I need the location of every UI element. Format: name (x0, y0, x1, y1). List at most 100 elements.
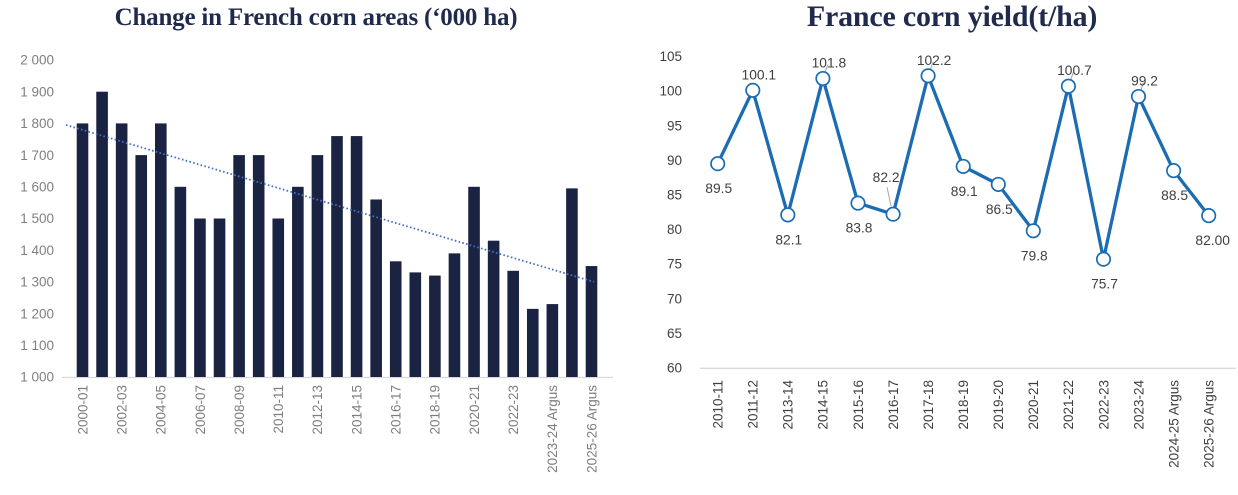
y-tick-label: 105 (659, 49, 682, 64)
data-label: 82.1 (775, 232, 802, 247)
y-tick-label: 1 400 (20, 243, 54, 258)
bar (174, 186, 187, 377)
y-tick-label: 1 700 (20, 148, 54, 163)
bar (76, 123, 89, 378)
bar (155, 123, 167, 378)
x-tick-label: 2024-25 Argus (1166, 380, 1181, 468)
y-tick-label: 95 (667, 118, 682, 133)
x-tick-label: 2018-19 (956, 380, 971, 430)
bar (272, 218, 285, 377)
x-tick-label: 2025-26 Argus (1202, 380, 1217, 468)
data-label: 99.2 (1131, 74, 1158, 89)
x-tick-label: 2017-18 (921, 380, 936, 430)
x-tick-label: 2010-11 (271, 385, 286, 434)
bar (194, 218, 206, 377)
data-point-marker (745, 82, 761, 98)
x-tick-label: 2015-16 (851, 380, 866, 430)
bar (507, 270, 519, 377)
data-label: 82.2 (873, 170, 900, 185)
x-tick-label: 2014-15 (349, 385, 364, 435)
data-point-marker (815, 70, 831, 87)
data-point-marker (1130, 88, 1147, 105)
data-point-marker (955, 158, 971, 174)
bar (429, 275, 441, 377)
data-point-marker (850, 195, 866, 211)
y-tick-label: 80 (667, 222, 682, 237)
x-tick-label: 2019-20 (991, 380, 1006, 430)
y-tick-label: 1 500 (20, 211, 54, 226)
y-tick-label: 1 200 (20, 306, 54, 321)
data-label: 82.00 (1195, 233, 1230, 248)
bar (350, 136, 363, 377)
x-tick-label: 2018-19 (428, 385, 443, 435)
bar (389, 261, 402, 377)
y-tick-label: 85 (667, 188, 682, 203)
bar (526, 308, 539, 377)
y-tick-label: 1 300 (20, 275, 54, 290)
x-tick-label: 2004-05 (154, 385, 169, 435)
x-tick-label: 2002-03 (115, 385, 130, 435)
data-point-marker (990, 176, 1006, 192)
x-tick-label: 2021-22 (1061, 380, 1076, 430)
corn-areas-bar-chart: 2 000 1 900 1 800 1 700 1 600 1 500 1 400 1 300… (20, 53, 613, 473)
yield-chart-title: France corn yield(t/ha) (806, 0, 1098, 33)
data-point-marker (1060, 78, 1076, 94)
y-tick-label: 1 600 (20, 180, 54, 195)
bar (409, 272, 422, 377)
bar (252, 155, 265, 377)
bar (115, 123, 128, 378)
y-tick-label: 90 (667, 153, 682, 168)
label-leader-line (886, 187, 892, 207)
x-tick-label: 2000-01 (75, 385, 90, 435)
x-tick-label: 2008-09 (232, 385, 247, 435)
data-point-marker (920, 68, 936, 84)
data-point-marker (1025, 223, 1041, 239)
data-label: 86.5 (986, 202, 1013, 217)
data-label: 79.8 (1021, 248, 1048, 263)
bar (585, 266, 598, 377)
data-label: 75.7 (1091, 277, 1118, 292)
data-label: 89.1 (951, 184, 978, 199)
y-tick-label: 1 000 (20, 370, 54, 385)
x-tick-label: 2011-12 (746, 380, 761, 429)
x-tick-label: 2023-24 Argus (545, 385, 560, 473)
x-tick-label: 2014-15 (816, 380, 831, 430)
data-point-marker (885, 206, 901, 222)
bar (213, 218, 226, 377)
x-tick-label: 2025-26 Argus (584, 385, 599, 473)
x-tick-label: 2020-21 (467, 385, 482, 435)
x-tick-label: 2016-17 (886, 380, 901, 430)
bar (331, 136, 343, 377)
y-tick-label: 1 800 (20, 116, 54, 131)
corn-yield-line-chart: 105 100 95 90 85 80 75 70 65 60 89.5 100.1 82.1 101.8… (659, 49, 1236, 468)
bar (135, 155, 148, 377)
x-tick-label: 2010-11 (711, 380, 726, 429)
data-point-marker (1201, 208, 1217, 224)
y-tick-label: 60 (667, 361, 682, 376)
bar (292, 186, 304, 377)
data-point-marker (1095, 251, 1112, 267)
bar (311, 155, 324, 377)
bar (468, 186, 480, 377)
data-label: 102.2 (917, 53, 952, 68)
areas-chart-title: Change in French corn areas (‘000 ha) (114, 4, 518, 31)
y-tick-label: 65 (667, 326, 682, 341)
y-tick-label: 1 900 (20, 84, 54, 99)
x-tick-label: 2013-14 (781, 380, 796, 430)
data-point-marker (780, 207, 796, 223)
data-point-marker (1166, 163, 1182, 179)
data-label: 101.8 (812, 56, 847, 71)
y-tick-label: 1 100 (20, 338, 54, 353)
y-tick-label: 75 (667, 257, 682, 272)
bar (233, 155, 245, 377)
data-label: 100.1 (742, 67, 777, 82)
x-tick-label: 2022-23 (506, 385, 521, 435)
x-tick-label: 2023-24 (1131, 380, 1146, 430)
x-tick-label: 2020-21 (1026, 380, 1041, 430)
y-tick-label: 70 (667, 291, 682, 306)
x-tick-label: 2006-07 (193, 385, 208, 435)
data-label: 88.5 (1161, 188, 1188, 203)
bar (448, 253, 461, 377)
bar (546, 304, 559, 377)
